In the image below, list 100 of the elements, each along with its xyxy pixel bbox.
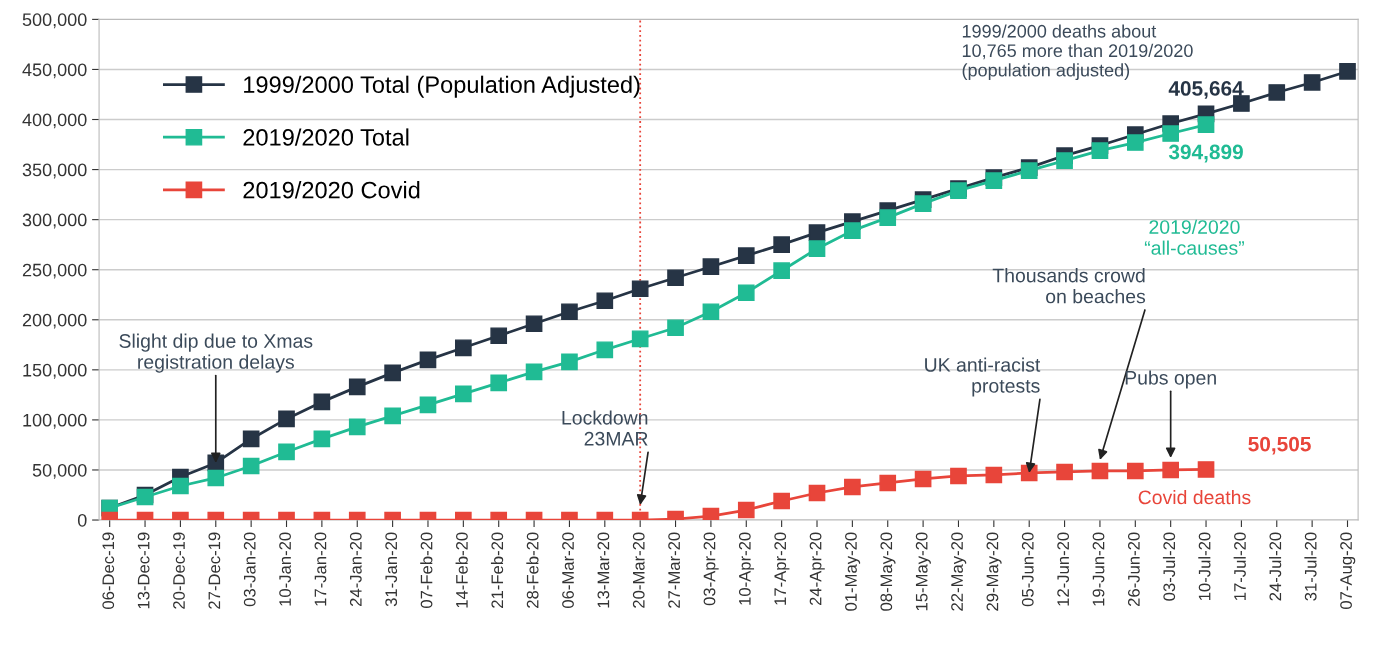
- data-label: 394,899: [1168, 144, 1243, 163]
- point: [1197, 461, 1215, 478]
- point: [596, 341, 614, 359]
- x-tick-label: 20-Mar-20: [632, 532, 645, 608]
- point: [1056, 463, 1073, 481]
- x-tick-label: 31-Jan-20: [385, 532, 398, 607]
- annotation: Slight dip due to Xmas registration delays: [119, 333, 313, 373]
- point: [419, 396, 437, 414]
- point: [419, 351, 437, 369]
- point: [348, 378, 366, 396]
- x-tick-label: 28-Feb-20: [526, 532, 539, 608]
- point: [1056, 152, 1073, 169]
- point: [737, 284, 755, 302]
- x-tick-label: 01-May-20: [845, 532, 861, 611]
- point: [914, 470, 932, 488]
- annotation: Pubs open: [1125, 370, 1216, 389]
- x-tick-label: 15-May-20: [915, 532, 931, 611]
- y-tick-label: 200,000: [22, 313, 87, 329]
- point: [172, 477, 189, 495]
- point: [808, 484, 826, 502]
- data-label: 405,664: [1168, 81, 1244, 99]
- point: [631, 330, 649, 348]
- x-tick-label: 24-Apr-20: [809, 532, 825, 606]
- point: [667, 269, 684, 287]
- x-tick-label: 17-Jan-20: [314, 532, 327, 606]
- point: [1091, 142, 1109, 159]
- point: [561, 303, 578, 321]
- annotation: Thousands crowd on beaches: [992, 268, 1146, 304]
- y-tick-label: 500,000: [22, 13, 87, 29]
- point: [348, 418, 366, 436]
- x-tick-label: 03-Apr-20: [703, 532, 719, 606]
- point: [844, 222, 861, 239]
- point: [773, 262, 790, 280]
- point: [1197, 116, 1215, 133]
- x-tick-label: 17-Jul-20: [1233, 532, 1246, 601]
- x-tick-label: 07-Feb-20: [420, 532, 433, 609]
- point: [879, 209, 897, 226]
- annotation: Covid deaths: [1138, 489, 1251, 505]
- point: [313, 393, 331, 411]
- legend-label: 2019/2020 Covid: [243, 181, 420, 199]
- annotation: UK anti-racist protests: [925, 357, 1041, 397]
- point: [1303, 74, 1321, 91]
- x-tick-label: 20-Dec-19: [173, 532, 185, 609]
- point: [455, 385, 472, 403]
- y-tick-label: 300,000: [22, 213, 87, 229]
- point: [1268, 84, 1286, 101]
- point: [207, 469, 225, 487]
- point: [1339, 63, 1356, 80]
- x-tick-label: 06-Dec-19: [102, 532, 115, 609]
- x-tick-label: 12-Jun-20: [1057, 532, 1070, 606]
- y-tick-label: 50,000: [32, 463, 87, 479]
- annotation: 1999/2000 deaths about 10,765 more than 2019/2020 (population adjusted): [962, 24, 1193, 81]
- point: [1162, 125, 1180, 142]
- point: [1126, 134, 1144, 151]
- x-tick-label: 22-May-20: [951, 532, 967, 611]
- point: [808, 224, 826, 241]
- legend-label: 2019/2020 Total: [243, 128, 409, 146]
- point: [278, 410, 295, 428]
- x-tick-label: 29-May-20: [986, 532, 1002, 611]
- point: [490, 374, 508, 392]
- point: [242, 430, 260, 448]
- y-tick-label: 400,000: [22, 113, 87, 129]
- point: [702, 303, 720, 321]
- point: [313, 430, 331, 448]
- point: [455, 339, 472, 357]
- point: [773, 236, 790, 254]
- x-tick-label: 13-Mar-20: [597, 532, 610, 608]
- x-tick-label: 14-Feb-20: [455, 532, 468, 608]
- x-tick-label: 24-Jul-20: [1269, 532, 1282, 601]
- point: [1162, 461, 1180, 479]
- legend-label: 1999/2000 Total (Population Adjusted): [244, 75, 640, 98]
- point: [525, 315, 543, 333]
- point: [950, 467, 967, 485]
- y-tick-label: 100,000: [23, 413, 87, 429]
- y-tick-label: 150,000: [23, 363, 87, 379]
- point: [490, 327, 508, 345]
- data-label: 50,505: [1248, 436, 1311, 455]
- x-tick-label: 26-Jun-20: [1127, 532, 1140, 607]
- point: [596, 292, 614, 310]
- point: [525, 363, 543, 381]
- y-tick-label: 0: [77, 513, 87, 527]
- x-tick-label: 08-May-20: [880, 532, 896, 611]
- x-tick-label: 03-Jan-20: [243, 532, 256, 607]
- y-tick-label: 250,000: [22, 263, 87, 279]
- point: [773, 492, 790, 510]
- x-tick-label: 13-Dec-19: [137, 532, 150, 609]
- point: [384, 364, 401, 382]
- x-tick-label: 21-Feb-20: [490, 532, 504, 608]
- x-tick-label: 10-Jul-20: [1198, 532, 1211, 601]
- point: [808, 240, 826, 258]
- point: [278, 443, 295, 461]
- y-tick-label: 450,000: [22, 63, 87, 79]
- point: [631, 280, 649, 298]
- x-tick-label: 27-Dec-19: [208, 532, 221, 609]
- point: [879, 474, 897, 492]
- annotation: 2019/2020 “all-causes”: [1144, 219, 1244, 255]
- point: [737, 501, 755, 519]
- x-tick-label: 06-Mar-20: [562, 532, 574, 609]
- point: [737, 247, 755, 265]
- point: [1126, 462, 1144, 480]
